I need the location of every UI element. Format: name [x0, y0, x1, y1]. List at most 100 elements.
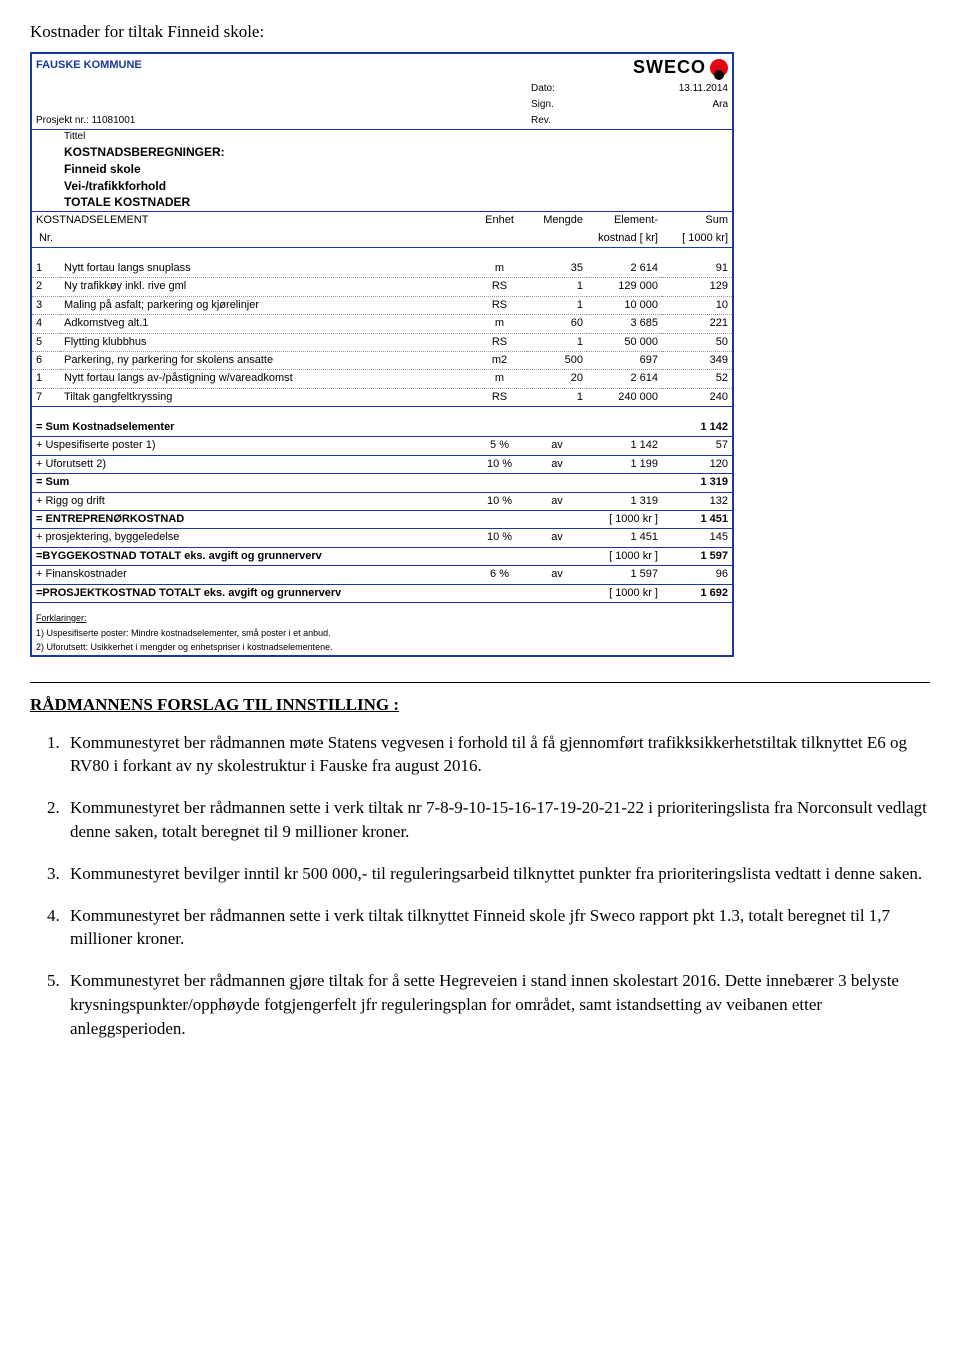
col-enhet: Enhet: [472, 212, 527, 230]
sum-av: av: [527, 437, 587, 455]
sum-val: 1 451: [662, 511, 732, 529]
row-desc: Nytt fortau langs snuplass: [60, 260, 472, 278]
col-mengde: Mengde: [527, 212, 587, 230]
sum-pct: [472, 419, 527, 437]
list-item: Kommunestyret ber rådmannen sette i verk…: [64, 796, 930, 844]
row-qty: 60: [527, 315, 587, 333]
sum-row: + Finanskostnader6 %av1 59796: [32, 566, 732, 584]
sum-base: [587, 419, 662, 437]
sum-val: 132: [662, 492, 732, 510]
row-unit: m2: [472, 351, 527, 369]
sum-pct: 5 %: [472, 437, 527, 455]
project-label: Prosjekt nr.:: [36, 115, 89, 126]
row-nr: 2: [32, 278, 60, 296]
sum-av: [527, 511, 587, 529]
row-cost: 3 685: [587, 315, 662, 333]
list-item: Kommunestyret ber rådmannen gjøre tiltak…: [64, 969, 930, 1040]
list-item: Kommunestyret ber rådmannen sette i verk…: [64, 904, 930, 952]
row-sum: 10: [662, 296, 732, 314]
sum-val: 57: [662, 437, 732, 455]
sum-av: [527, 419, 587, 437]
sum-val: 96: [662, 566, 732, 584]
sum-val: 1 692: [662, 584, 732, 602]
row-qty: 1: [527, 278, 587, 296]
row-unit: RS: [472, 296, 527, 314]
title-2: Finneid skole: [60, 161, 732, 178]
row-cost: 240 000: [587, 388, 662, 406]
sign-value: Ara: [662, 97, 732, 113]
row-qty: 20: [527, 370, 587, 388]
sum-row: = Sum1 319: [32, 474, 732, 492]
sum-label: + Uforutsett 2): [32, 455, 472, 473]
row-desc: Flytting klubbhus: [60, 333, 472, 351]
date-value: 13.11.2014: [662, 81, 732, 97]
sum-label: = Sum: [32, 474, 472, 492]
col-kost2: kostnad [ kr]: [587, 230, 662, 248]
row-cost: 129 000: [587, 278, 662, 296]
sum-base: [ 1000 kr ]: [587, 547, 662, 565]
row-cost: 10 000: [587, 296, 662, 314]
row-cost: 697: [587, 351, 662, 369]
sweco-logo: SWECO: [633, 55, 728, 80]
col-nr: Nr.: [32, 230, 60, 248]
row-desc: Ny trafikkøy inkl. rive gml: [60, 278, 472, 296]
row-nr: 5: [32, 333, 60, 351]
row-unit: m: [472, 370, 527, 388]
section-title: RÅDMANNENS FORSLAG TIL INNSTILLING :: [30, 693, 930, 717]
row-desc: Maling på asfalt; parkering og kjørelinj…: [60, 296, 472, 314]
project-cell: Prosjekt nr.: 11081001: [32, 113, 527, 130]
sum-label: =PROSJEKTKOSTNAD TOTALT eks. avgift og g…: [32, 584, 472, 602]
row-desc: Nytt fortau langs av-/påstigning w/varea…: [60, 370, 472, 388]
sum-label: = Sum Kostnadselementer: [32, 419, 472, 437]
row-sum: 221: [662, 315, 732, 333]
row-cost: 2 614: [587, 370, 662, 388]
sum-base: 1 142: [587, 437, 662, 455]
table-row: 5Flytting klubbhusRS150 00050: [32, 333, 732, 351]
logo-cell: SWECO: [587, 54, 732, 81]
cost-table: SWECO FAUSKE KOMMUNE Dato: 13.11.2014 Si…: [32, 54, 732, 655]
row-nr: 1: [32, 260, 60, 278]
divider: [30, 682, 930, 683]
row-qty: 1: [527, 296, 587, 314]
foot-1: 1) Uspesifiserte poster: Mindre kostnads…: [32, 626, 732, 641]
table-row: 7Tiltak gangfeltkryssingRS1240 000240: [32, 388, 732, 406]
col-sum2: [ 1000 kr]: [662, 230, 732, 248]
sum-label: = ENTREPRENØRKOSTNAD: [32, 511, 472, 529]
table-row: 4Adkomstveg alt.1m603 685221: [32, 315, 732, 333]
row-desc: Parkering, ny parkering for skolens ansa…: [60, 351, 472, 369]
row-sum: 349: [662, 351, 732, 369]
list-item: Kommunestyret bevilger inntil kr 500 000…: [64, 862, 930, 886]
row-qty: 35: [527, 260, 587, 278]
rev-label: Rev.: [527, 113, 587, 130]
sum-base: [ 1000 kr ]: [587, 584, 662, 602]
sum-row: = Sum Kostnadselementer 1 142: [32, 419, 732, 437]
row-qty: 1: [527, 388, 587, 406]
sum-val: 1 597: [662, 547, 732, 565]
sum-base: [ 1000 kr ]: [587, 511, 662, 529]
title-3: Vei-/trafikkforhold: [60, 178, 732, 195]
sum-av: av: [527, 566, 587, 584]
proposal-list: Kommunestyret ber rådmannen møte Statens…: [30, 731, 930, 1041]
sum-label: + prosjektering, byggeledelse: [32, 529, 472, 547]
row-nr: 3: [32, 296, 60, 314]
row-nr: 6: [32, 351, 60, 369]
sum-val: 1 142: [662, 419, 732, 437]
sum-av: [527, 547, 587, 565]
sum-base: 1 597: [587, 566, 662, 584]
sum-pct: [472, 547, 527, 565]
intro-text: Kostnader for tiltak Finneid skole:: [30, 20, 930, 44]
sum-label: + Uspesifiserte poster 1): [32, 437, 472, 455]
sum-row: + Uforutsett 2)10 %av1 199120: [32, 455, 732, 473]
row-cost: 50 000: [587, 333, 662, 351]
sum-val: 145: [662, 529, 732, 547]
sum-av: av: [527, 492, 587, 510]
sum-row: + Uspesifiserte poster 1)5 %av1 14257: [32, 437, 732, 455]
sum-row: =PROSJEKTKOSTNAD TOTALT eks. avgift og g…: [32, 584, 732, 602]
row-unit: RS: [472, 388, 527, 406]
row-nr: 1: [32, 370, 60, 388]
col-element: KOSTNADSELEMENT: [32, 212, 472, 230]
title-4: TOTALE KOSTNADER: [60, 194, 732, 211]
sum-base: [587, 474, 662, 492]
row-sum: 52: [662, 370, 732, 388]
row-unit: RS: [472, 278, 527, 296]
